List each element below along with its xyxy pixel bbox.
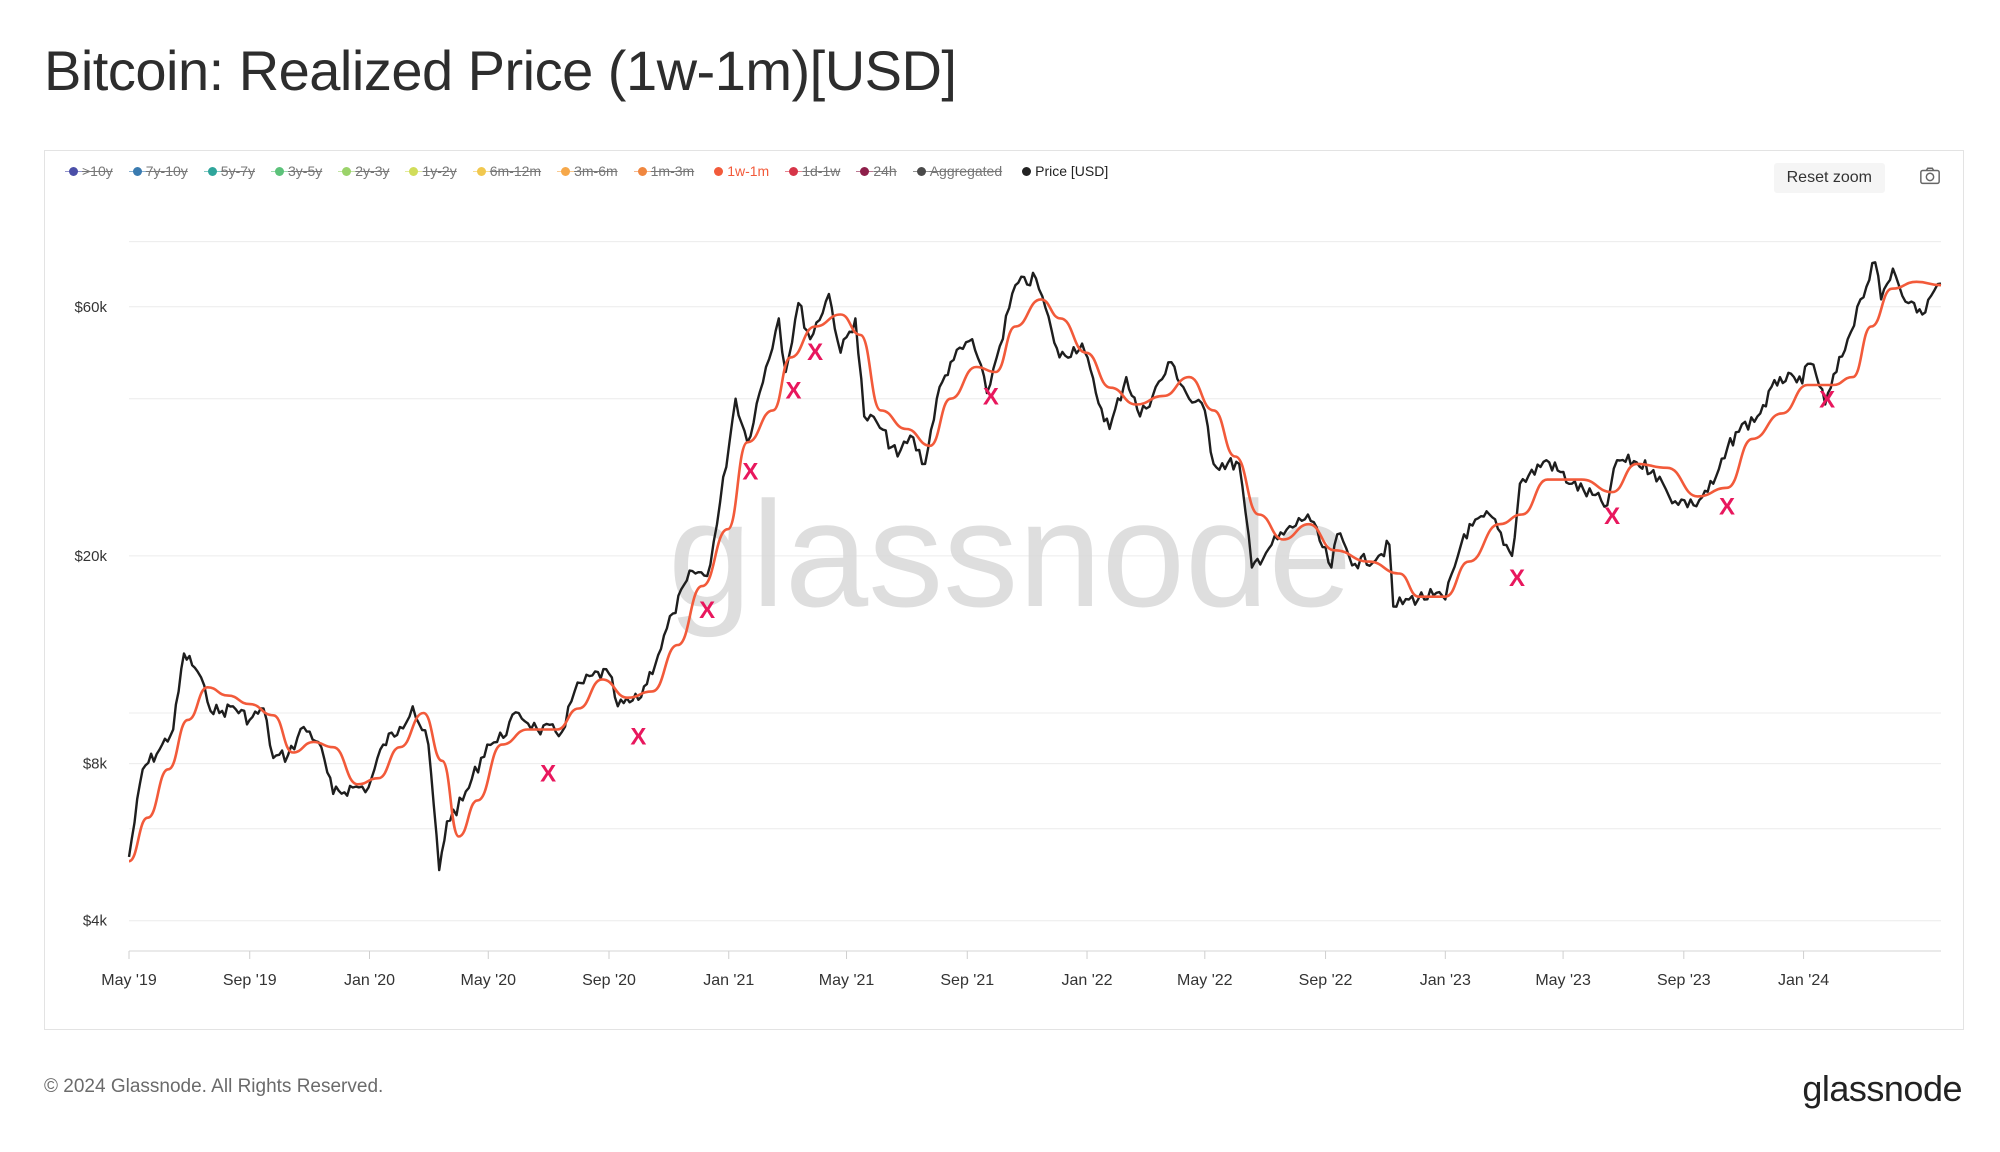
- legend-label: 6m-12m: [489, 163, 542, 179]
- legend-swatch: [65, 166, 82, 176]
- x-marker: X: [1604, 503, 1620, 530]
- x-tick-label: Sep '19: [223, 972, 277, 989]
- copyright-text: © 2024 Glassnode. All Rights Reserved.: [44, 1076, 384, 1097]
- legend-swatch: [557, 166, 575, 176]
- legend-swatch: [912, 166, 930, 176]
- watermark: glassnode: [668, 470, 1352, 638]
- legend-item-aggregated[interactable]: Aggregated: [912, 163, 1003, 179]
- y-tick-label: $20k: [74, 548, 107, 565]
- x-tick-label: May '21: [819, 972, 875, 989]
- legend-item-6m-12m[interactable]: 6m-12m: [472, 163, 542, 179]
- x-marker: X: [1819, 386, 1835, 413]
- x-marker: X: [1509, 565, 1525, 592]
- series-line-1w-1m: [128, 280, 1942, 863]
- y-tick-label: $60k: [74, 299, 107, 316]
- y-tick-label: $8k: [83, 756, 108, 773]
- legend-swatch: [714, 166, 724, 176]
- legend-item-1m-3m[interactable]: 1m-3m: [633, 163, 695, 179]
- legend-swatch: [856, 166, 874, 176]
- x-marker: X: [540, 760, 556, 787]
- legend-label: 1w-1m: [727, 163, 770, 179]
- legend-swatch: [203, 166, 221, 176]
- legend-item-1d-1w[interactable]: 1d-1w: [785, 163, 841, 179]
- y-tick-label: $4k: [83, 913, 108, 930]
- legend-swatch: [128, 166, 146, 176]
- x-marker: X: [786, 378, 802, 405]
- legend-item-2y-3y[interactable]: 2y-3y: [338, 163, 390, 179]
- legend-item--10y[interactable]: >10y: [65, 163, 113, 179]
- chart-panel: >10y 7y-10y 5y-7y 3y-5y 2y-3y 1y-2y 6m-12m 3m-6…: [44, 150, 1964, 1030]
- x-marker: X: [630, 724, 646, 751]
- x-marker: X: [983, 383, 999, 410]
- legend-swatch: [405, 166, 423, 176]
- camera-icon[interactable]: [1919, 165, 1941, 187]
- legend-swatch: [785, 166, 803, 176]
- legend-label: 1d-1w: [802, 163, 841, 179]
- legend-swatch: [472, 166, 490, 176]
- legend-label: 5y-7y: [220, 163, 256, 179]
- x-marker: X: [1719, 494, 1735, 521]
- legend-item-5y-7y[interactable]: 5y-7y: [203, 163, 256, 179]
- legend: >10y 7y-10y 5y-7y 3y-5y 2y-3y 1y-2y 6m-12m 3m-6…: [65, 163, 1128, 179]
- legend-item-1w-1m[interactable]: 1w-1m: [714, 163, 769, 179]
- brand-logo: glassnode: [1802, 1068, 1962, 1109]
- legend-swatch: [271, 166, 289, 176]
- legend-item-3m-6m[interactable]: 3m-6m: [557, 163, 618, 179]
- legend-item-price-usd-[interactable]: Price [USD]: [1022, 163, 1108, 179]
- x-tick-label: Sep '22: [1299, 972, 1353, 989]
- legend-label: 1m-3m: [650, 163, 695, 179]
- chart-plot[interactable]: $4k $8k $20k $60k May '19 Sep '19 Jan '20 May '…: [45, 151, 1965, 1031]
- x-tick-label: May '19: [101, 972, 157, 989]
- x-tick-label: May '23: [1535, 972, 1591, 989]
- legend-label: Price [USD]: [1035, 163, 1109, 179]
- reset-zoom-button[interactable]: Reset zoom: [1773, 163, 1885, 193]
- x-tick-label: May '20: [460, 972, 516, 989]
- legend-label: 3m-6m: [574, 163, 618, 179]
- x-marker: X: [742, 459, 758, 486]
- legend-swatch: [1022, 166, 1032, 176]
- x-tick-label: Jan '22: [1061, 972, 1112, 989]
- legend-label: Aggregated: [929, 163, 1003, 179]
- series-line-price-usd: [127, 261, 1942, 872]
- x-tick-label: Jan '24: [1778, 972, 1829, 989]
- x-tick-label: Sep '21: [940, 972, 994, 989]
- x-tick-label: Sep '20: [582, 972, 636, 989]
- legend-label: 3y-5y: [288, 163, 323, 179]
- legend-label: 24h: [873, 163, 897, 179]
- x-tick-label: Jan '20: [344, 972, 395, 989]
- x-tick-label: Sep '23: [1657, 972, 1711, 989]
- legend-item-1y-2y[interactable]: 1y-2y: [405, 163, 457, 179]
- legend-label: >10y: [82, 163, 113, 179]
- legend-label: 2y-3y: [355, 163, 390, 179]
- legend-swatch: [338, 166, 356, 176]
- legend-item-3y-5y[interactable]: 3y-5y: [271, 163, 323, 179]
- legend-label: 7y-10y: [145, 163, 188, 179]
- x-tick-label: Jan '21: [703, 972, 754, 989]
- legend-label: 1y-2y: [422, 163, 457, 179]
- x-tick-label: Jan '23: [1420, 972, 1471, 989]
- legend-swatch: [633, 166, 651, 176]
- x-tick-label: May '22: [1177, 972, 1233, 989]
- x-marker: X: [699, 597, 715, 624]
- legend-item-7y-10y[interactable]: 7y-10y: [128, 163, 188, 179]
- x-marker: X: [807, 339, 823, 366]
- legend-item-24h[interactable]: 24h: [856, 163, 897, 179]
- page-title: Bitcoin: Realized Price (1w-1m)[USD]: [44, 39, 957, 102]
